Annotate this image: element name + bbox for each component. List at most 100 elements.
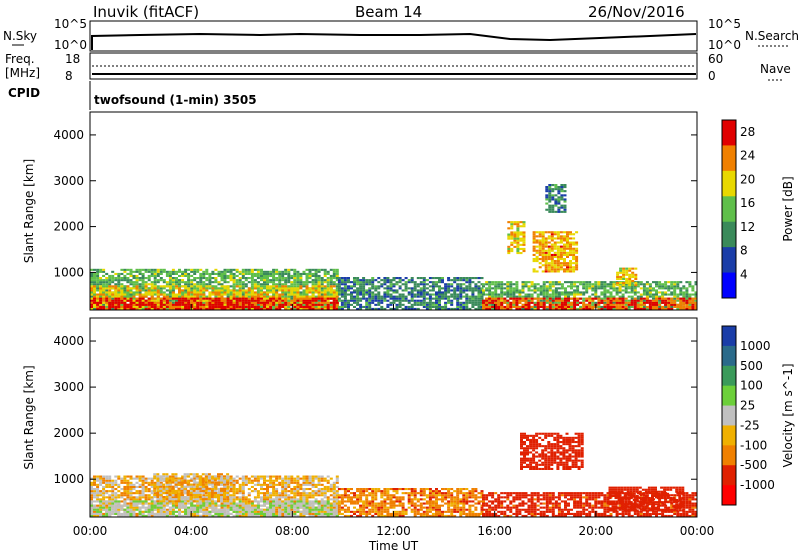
data-cell <box>162 295 166 298</box>
data-cell <box>428 299 432 302</box>
data-cell <box>539 305 543 308</box>
data-cell <box>513 235 517 238</box>
data-cell <box>214 291 218 294</box>
data-cell <box>269 270 273 273</box>
data-cell <box>636 297 640 300</box>
data-cell <box>560 204 564 207</box>
data-cell <box>108 299 112 302</box>
data-cell <box>126 285 130 288</box>
data-cell <box>447 285 451 288</box>
data-cell <box>667 289 671 292</box>
data-cell <box>144 289 148 292</box>
data-cell <box>290 274 294 277</box>
data-cell <box>129 272 133 275</box>
data-cell <box>515 305 519 308</box>
data-cell <box>588 281 592 284</box>
data-cell <box>507 233 511 236</box>
data-cell <box>241 291 245 294</box>
data-cell <box>217 299 221 302</box>
data-cell <box>506 285 510 288</box>
data-cell <box>190 283 194 286</box>
data-cell <box>135 307 139 310</box>
data-cell <box>220 272 224 275</box>
data-cell <box>401 297 405 300</box>
data-cell <box>673 287 677 290</box>
data-cell <box>404 295 408 298</box>
data-cell <box>126 277 130 280</box>
data-cell <box>141 283 145 286</box>
data-cell <box>622 284 626 287</box>
data-cell <box>485 305 489 308</box>
data-cell <box>642 289 646 292</box>
data-cell <box>332 281 336 284</box>
data-cell <box>410 289 414 292</box>
data-cell <box>278 297 282 300</box>
colorbar-tick-label: 8 <box>740 244 748 258</box>
data-cell <box>263 272 266 275</box>
data-cell <box>679 281 683 284</box>
data-cell <box>456 285 460 288</box>
data-cell <box>371 287 375 290</box>
data-cell <box>311 281 315 284</box>
data-cell <box>241 272 245 275</box>
data-cell <box>597 281 601 284</box>
data-cell <box>123 301 127 304</box>
data-cell <box>272 277 276 280</box>
data-cell <box>621 285 625 288</box>
data-cell <box>554 210 558 213</box>
data-cell <box>263 305 266 308</box>
data-cell <box>120 279 124 282</box>
data-cell <box>156 291 160 294</box>
data-cell <box>482 299 485 302</box>
data-cell <box>196 291 200 294</box>
data-cell <box>117 494 121 497</box>
data-cell <box>435 299 438 302</box>
data-cell <box>524 303 528 306</box>
data-cell <box>474 287 478 290</box>
data-cell <box>305 299 309 302</box>
data-cell <box>557 305 561 308</box>
data-cell <box>588 299 592 302</box>
data-cell <box>383 307 387 310</box>
data-cell <box>202 301 206 304</box>
data-cell <box>576 299 580 302</box>
data-cell <box>516 247 520 250</box>
data-cell <box>290 291 294 294</box>
data-cell <box>548 198 552 201</box>
data-cell <box>569 266 572 269</box>
data-cell <box>278 303 282 306</box>
data-cell <box>340 283 344 286</box>
data-cell <box>386 279 390 282</box>
data-cell <box>135 303 139 306</box>
data-cell <box>199 305 203 308</box>
data-cell <box>317 291 321 294</box>
data-cell <box>144 305 148 308</box>
data-cell <box>256 307 260 310</box>
data-cell <box>332 305 336 308</box>
data-cell <box>522 237 526 240</box>
data-cell <box>597 297 601 300</box>
data-cell <box>126 490 130 493</box>
data-cell <box>550 253 554 256</box>
data-cell <box>171 279 175 282</box>
data-cell <box>618 305 622 308</box>
data-cell <box>395 289 399 292</box>
data-cell <box>235 281 239 284</box>
data-cell <box>603 303 607 306</box>
data-cell <box>217 281 221 284</box>
data-cell <box>371 293 375 296</box>
data-cell <box>594 301 598 304</box>
data-cell <box>171 301 175 304</box>
data-cell <box>171 283 175 286</box>
data-cell <box>383 281 387 284</box>
data-cell <box>542 291 546 294</box>
data-cell <box>337 305 341 308</box>
data-cell <box>211 285 215 288</box>
data-cell <box>560 307 564 310</box>
data-cell <box>539 299 543 302</box>
data-cell <box>392 279 396 282</box>
data-cell <box>108 490 112 493</box>
data-cell <box>527 303 531 306</box>
data-cell <box>153 287 157 290</box>
data-cell <box>570 291 573 294</box>
